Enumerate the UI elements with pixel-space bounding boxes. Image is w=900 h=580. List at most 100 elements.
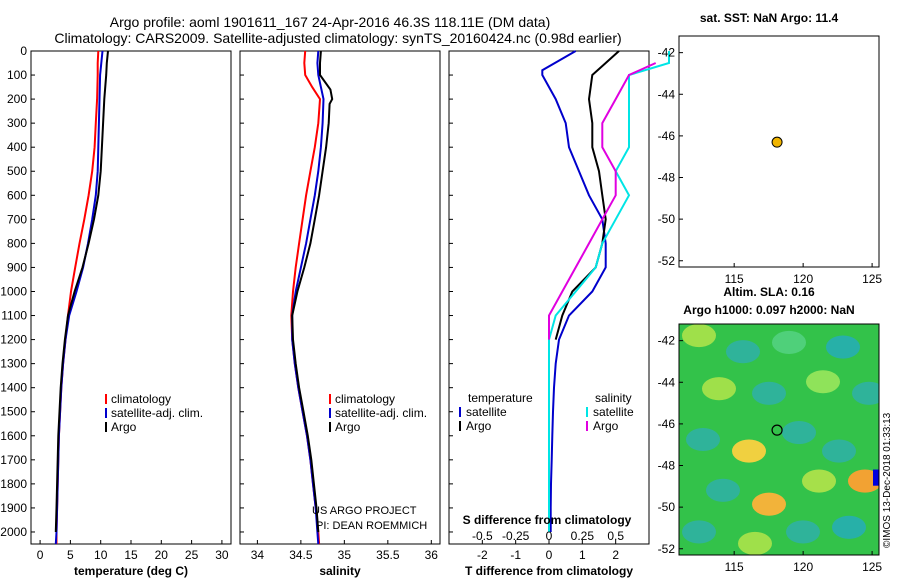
s-tick-label: -0.5 <box>472 529 493 543</box>
y-tick-label: 800 <box>7 236 27 250</box>
y-tick-label: 400 <box>7 140 27 154</box>
y-tick-label: -48 <box>658 171 676 185</box>
heatmap-cell <box>682 520 716 544</box>
y-tick-label: 1400 <box>0 381 27 395</box>
x-tick-label: 0 <box>37 548 44 562</box>
y-tick-label: 2000 <box>0 525 27 539</box>
sla-map-axes-frame <box>678 323 880 556</box>
sla-map-panel: Altim. SLA: 0.16 Argo h1000: 0.097 h2000:… <box>658 285 883 574</box>
project-credit: US ARGO PROJECT <box>312 505 417 517</box>
x-tick-label: 2 <box>612 548 619 562</box>
y-tick-label: 900 <box>7 260 27 274</box>
differences-x-axis-label: T difference from climatology <box>465 564 633 578</box>
temperature-panel: 0100200300400500600700800900100011001200… <box>0 44 232 578</box>
y-tick-label: -44 <box>658 87 676 101</box>
x-tick-label: 125 <box>862 272 882 286</box>
y-tick-label: 1700 <box>0 453 27 467</box>
heatmap-cell <box>832 515 866 539</box>
sst-map-axes-frame <box>678 35 880 268</box>
salinity-axes-frame <box>239 50 441 545</box>
sla-map-title: Altim. SLA: 0.16 <box>723 285 815 299</box>
pi-credit: PI: DEAN ROEMMICH <box>316 520 427 532</box>
legend-label: satellite <box>593 405 634 419</box>
salinity-panel: 34 34.5 35 35.5 36 salinity climatologysatelli… <box>239 50 441 578</box>
x-tick-label: 34 <box>251 548 265 562</box>
series-line-argo <box>54 50 109 533</box>
series-line-argo <box>548 62 657 340</box>
series-line-argo <box>554 50 620 340</box>
x-tick-label: 36 <box>425 548 439 562</box>
heatmap-cell <box>772 330 806 355</box>
sst-map-title: sat. SST: NaN Argo: 11.4 <box>700 11 839 25</box>
heatmap-cell <box>873 469 879 486</box>
y-tick-label: -42 <box>658 334 676 348</box>
x-tick-label: 35.5 <box>376 548 400 562</box>
x-tick-label: 25 <box>185 548 199 562</box>
y-tick-label: 600 <box>7 188 27 202</box>
y-tick-label: -50 <box>658 500 676 514</box>
heatmap-cell <box>782 421 816 445</box>
s-axis-label: S difference from climatology <box>463 513 632 527</box>
imos-stamp: ©IMOS 13-Dec-2018 01:33:13 <box>882 412 893 548</box>
heatmap-cell <box>848 469 879 493</box>
heatmap-cell <box>686 427 720 452</box>
figure-title-line1: Argo profile: aoml 1901611_167 24-Apr-20… <box>110 14 551 30</box>
heatmap-cell <box>752 492 786 516</box>
heatmap-cell <box>802 469 836 493</box>
legend-label: climatology <box>335 392 395 406</box>
difference-panel: -2 -1 0 1 2 T difference from climatology -0.5… <box>448 50 670 578</box>
y-tick-label: 700 <box>7 212 27 226</box>
heatmap-cell <box>822 439 856 463</box>
heatmap-cell <box>682 324 716 348</box>
x-tick-label: 115 <box>725 560 744 574</box>
x-tick-label: 125 <box>862 560 882 574</box>
argo-position-marker <box>771 424 783 436</box>
series-line-satellite <box>541 50 607 532</box>
legend-label: Argo <box>335 420 361 434</box>
y-tick-label: -52 <box>658 542 676 556</box>
sla-map-subtitle: Argo h1000: 0.097 h2000: NaN <box>683 303 854 317</box>
argo-position-marker <box>771 136 783 148</box>
y-tick-label: 1900 <box>0 501 27 515</box>
y-tick-label: 300 <box>7 116 27 130</box>
x-tick-label: -1 <box>510 548 521 562</box>
heatmap-cell <box>806 370 840 394</box>
y-tick-label: 1600 <box>0 429 27 443</box>
y-tick-label: 1200 <box>0 333 27 347</box>
s-tick-label: 0.5 <box>607 529 624 543</box>
sst-map-panel: sat. SST: NaN Argo: 11.4 115 120 125 -42 -44 -… <box>658 11 883 286</box>
heatmap-cell <box>702 377 736 401</box>
heatmap-cell <box>786 520 820 544</box>
x-tick-label: 15 <box>124 548 138 562</box>
x-tick-label: -2 <box>477 548 488 562</box>
heatmap-cell <box>706 478 740 502</box>
heatmap-cell <box>726 340 760 364</box>
x-tick-label: 34.5 <box>289 548 313 562</box>
x-tick-label: 120 <box>793 560 813 574</box>
legend-label: satellite <box>466 405 507 419</box>
legend-label: Argo <box>111 420 137 434</box>
heatmap-cell <box>752 381 786 405</box>
y-tick-label: 1100 <box>1 309 27 323</box>
series-line-argo <box>291 50 334 533</box>
y-tick-label: 500 <box>7 164 27 178</box>
legend-label: satellite-adj. clim. <box>335 406 427 420</box>
y-tick-label: -50 <box>658 212 676 226</box>
x-tick-label: 0 <box>546 548 553 562</box>
legend-label: climatology <box>111 392 171 406</box>
y-tick-label: 100 <box>7 68 27 82</box>
x-tick-label: 1 <box>579 548 586 562</box>
series-line-satellite <box>548 51 670 532</box>
x-tick-label: 30 <box>215 548 229 562</box>
y-tick-label: -52 <box>658 254 676 268</box>
sla-heatmap <box>679 324 879 555</box>
legend-label: Argo <box>593 419 619 433</box>
y-tick-label: 1800 <box>0 477 27 491</box>
legend-label: satellite-adj. clim. <box>111 406 203 420</box>
s-tick-label: -0.25 <box>502 529 530 543</box>
temperature-axes-frame <box>30 50 232 545</box>
figure-title-line2: Climatology: CARS2009. Satellite-adjuste… <box>54 30 621 46</box>
y-tick-label: -46 <box>658 417 676 431</box>
s-tick-label: 0.25 <box>571 529 595 543</box>
